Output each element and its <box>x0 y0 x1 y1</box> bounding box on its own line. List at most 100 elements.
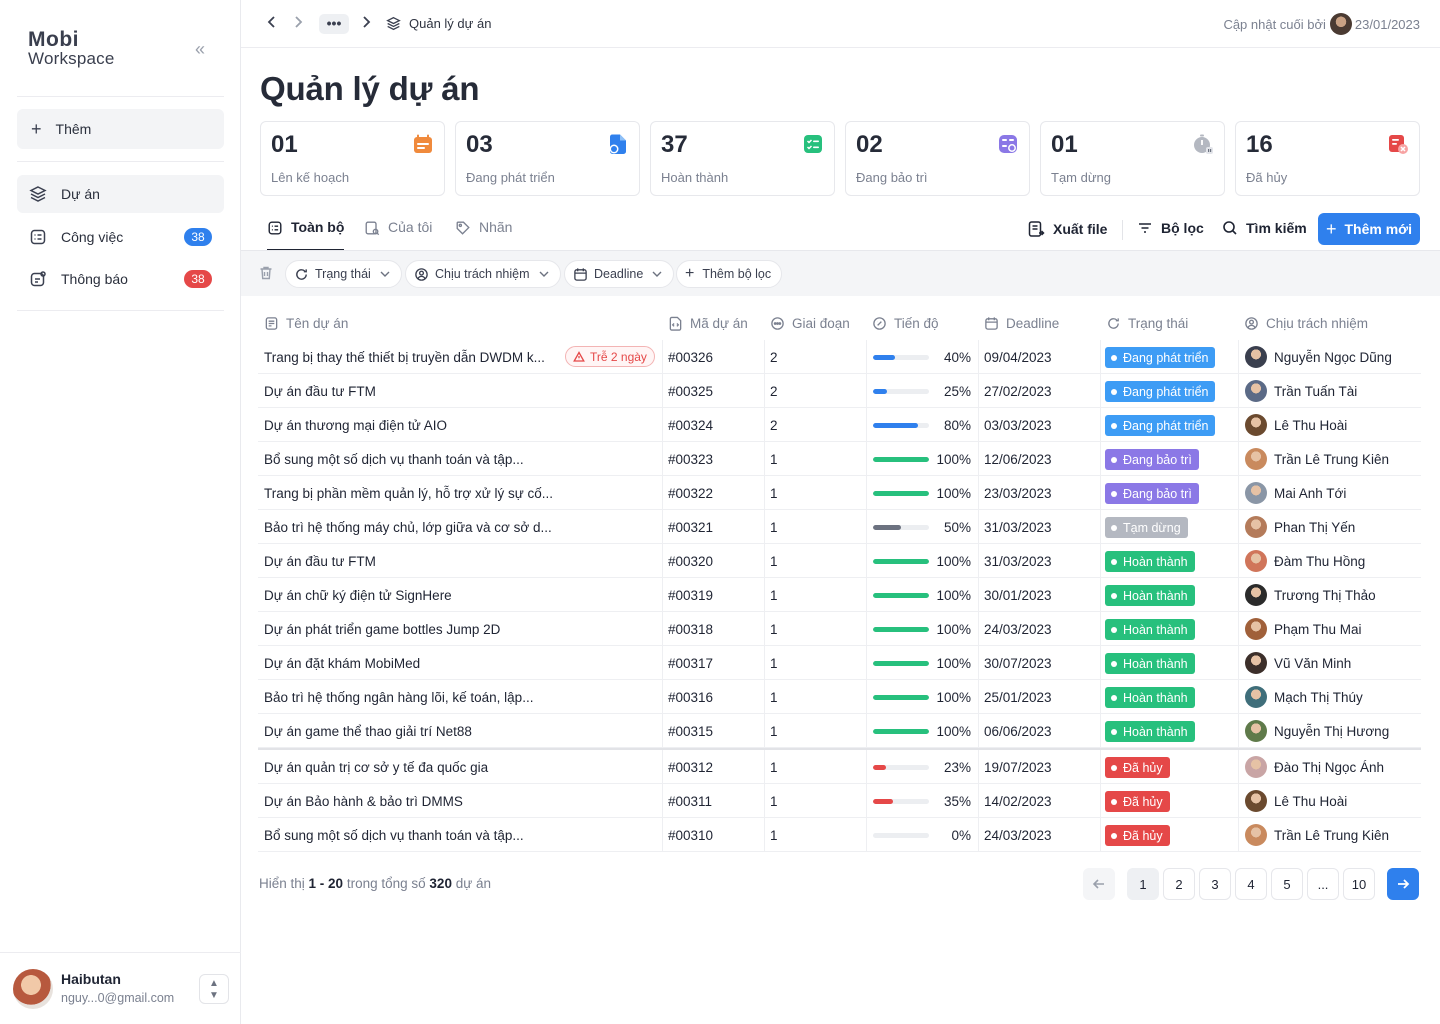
status-badge[interactable]: Đã hủy <box>1105 757 1170 778</box>
collapse-sidebar-icon[interactable]: « <box>194 39 205 59</box>
status-badge[interactable]: Hoàn thành <box>1105 687 1195 708</box>
owner-name[interactable]: Lê Thu Hoài <box>1274 417 1348 433</box>
page-button[interactable]: 4 <box>1235 868 1267 900</box>
table-row[interactable]: Dự án quản trị cơ sở y tế đa quốc gia #00… <box>258 750 1421 784</box>
owner-name[interactable]: Lê Thu Hoài <box>1274 793 1348 809</box>
export-button[interactable]: Xuất file <box>1027 220 1107 238</box>
owner-name[interactable]: Trần Tuấn Tài <box>1274 383 1358 399</box>
status-badge[interactable]: Hoàn thành <box>1105 551 1195 572</box>
page-button[interactable]: 1 <box>1127 868 1159 900</box>
next-page-button[interactable] <box>1387 868 1419 900</box>
table-row[interactable]: Bổ sung một số dịch vụ thanh toán và tập… <box>258 818 1421 852</box>
owner-name[interactable]: Vũ Văn Minh <box>1274 655 1352 671</box>
owner-filter[interactable]: Chịu trách nhiệm <box>405 260 561 288</box>
stat-card-developing[interactable]: 03 Đang phát triển <box>455 121 640 196</box>
column-header-phase[interactable]: Giai đoạn <box>770 316 850 331</box>
table-row[interactable]: Dự án chữ ký điện tử SignHere #00319 1 100%… <box>258 578 1421 612</box>
table-row[interactable]: Dự án Bảo hành & bảo trì DMMS #00311 1 35% 1… <box>258 784 1421 818</box>
project-name[interactable]: Dự án quản trị cơ sở y tế đa quốc gia <box>264 759 489 775</box>
tab-mine[interactable]: Của tôi <box>364 219 432 251</box>
add-filter-button[interactable]: + Thêm bộ lọc <box>676 260 783 288</box>
table-row[interactable]: Dự án phát triển game bottles Jump 2D #00… <box>258 612 1421 646</box>
page-button[interactable]: 2 <box>1163 868 1195 900</box>
tab-all[interactable]: Toàn bộ <box>267 219 345 251</box>
owner-name[interactable]: Nguyễn Thị Hương <box>1274 723 1390 739</box>
user-profile[interactable]: Haibutan nguy...0@gmail.com ▲ ▼ <box>0 952 241 1024</box>
owner-name[interactable]: Mạch Thị Thúy <box>1274 689 1363 705</box>
table-row[interactable]: Bảo trì hệ thống máy chủ, lớp giữa và cơ… <box>258 510 1421 544</box>
stat-card-paused[interactable]: 01 Tạm dừng <box>1040 121 1225 196</box>
status-badge[interactable]: Đã hủy <box>1105 791 1170 812</box>
status-badge[interactable]: Đang phát triển <box>1105 381 1216 402</box>
breadcrumb-more-button[interactable]: ••• <box>319 14 349 34</box>
status-filter[interactable]: Trạng thái <box>285 260 402 288</box>
stat-card-completed[interactable]: 37 Hoàn thành <box>650 121 835 196</box>
status-badge[interactable]: Hoàn thành <box>1105 619 1195 640</box>
project-name[interactable]: Dự án đặt khám MobiMed <box>264 655 421 671</box>
table-row[interactable]: Bảo trì hệ thống ngân hàng lõi, kế toán,… <box>258 680 1421 714</box>
table-row[interactable]: Dự án đặt khám MobiMed #00317 1 100% 30/07/2… <box>258 646 1421 680</box>
account-switch-icon[interactable]: ▲ ▼ <box>199 974 229 1004</box>
back-icon[interactable] <box>262 14 282 34</box>
column-header-name[interactable]: Tên dự án <box>264 316 348 331</box>
forward-icon[interactable] <box>288 14 308 34</box>
table-row[interactable]: Bổ sung một số dịch vụ thanh toán và tập… <box>258 442 1421 476</box>
prev-page-button[interactable] <box>1083 868 1115 900</box>
status-badge[interactable]: Đang bảo trì <box>1105 449 1199 470</box>
breadcrumb[interactable]: Quản lý dự án <box>386 16 491 31</box>
table-row[interactable]: Dự án đầu tư FTM #00320 1 100% 31/03/2023 Hoà… <box>258 544 1421 578</box>
app-logo[interactable]: Mobi Workspace <box>28 29 128 70</box>
project-name[interactable]: Trang bị thay thế thiết bị truyền dẫn DW… <box>264 349 545 365</box>
project-name[interactable]: Dự án đầu tư FTM <box>264 553 376 569</box>
stat-card-planning[interactable]: 01 Lên kế hoạch <box>260 121 445 196</box>
project-name[interactable]: Bổ sung một số dịch vụ thanh toán và tập… <box>264 451 524 467</box>
project-name[interactable]: Bổ sung một số dịch vụ thanh toán và tập… <box>264 827 524 843</box>
stat-card-maintenance[interactable]: 02 Đang bảo trì <box>845 121 1030 196</box>
sidebar-item-tasks[interactable]: Công việc 38 <box>17 218 224 256</box>
table-row[interactable]: Trang bị phần mềm quản lý, hỗ trợ xử lý … <box>258 476 1421 510</box>
project-name[interactable]: Bảo trì hệ thống ngân hàng lõi, kế toán,… <box>264 689 534 705</box>
owner-name[interactable]: Mai Anh Tới <box>1274 485 1347 501</box>
project-name[interactable]: Dự án Bảo hành & bảo trì DMMS <box>264 793 463 809</box>
table-row[interactable]: Trang bị thay thế thiết bị truyền dẫn DW… <box>258 340 1421 374</box>
status-badge[interactable]: Đang bảo trì <box>1105 483 1199 504</box>
deadline-filter[interactable]: Deadline <box>564 260 675 288</box>
owner-name[interactable]: Trương Thị Thảo <box>1274 587 1376 603</box>
status-badge[interactable]: Tạm dừng <box>1105 517 1188 538</box>
add-new-button[interactable]: + Thêm mới <box>1318 213 1420 245</box>
trash-icon[interactable] <box>258 265 274 281</box>
status-badge[interactable]: Hoàn thành <box>1105 585 1195 606</box>
project-name[interactable]: Dự án chữ ký điện tử SignHere <box>264 587 452 603</box>
owner-name[interactable]: Đàm Thu Hồng <box>1274 553 1366 569</box>
project-name[interactable]: Dự án thương mại điện tử AIO <box>264 417 448 433</box>
project-name[interactable]: Dự án đầu tư FTM <box>264 383 376 399</box>
project-name[interactable]: Trang bị phần mềm quản lý, hỗ trợ xử lý … <box>264 485 554 501</box>
owner-name[interactable]: Trần Lê Trung Kiên <box>1274 451 1390 467</box>
filter-button[interactable]: Bộ lọc <box>1137 220 1204 236</box>
project-name[interactable]: Bảo trì hệ thống máy chủ, lớp giữa và cơ… <box>264 519 552 535</box>
status-badge[interactable]: Hoàn thành <box>1105 653 1195 674</box>
owner-name[interactable]: Nguyễn Ngọc Dũng <box>1274 349 1392 365</box>
status-badge[interactable]: Đang phát triển <box>1105 347 1216 368</box>
status-badge[interactable]: Hoàn thành <box>1105 721 1195 742</box>
owner-name[interactable]: Đào Thị Ngọc Ánh <box>1274 759 1385 775</box>
page-button[interactable]: 10 <box>1343 868 1375 900</box>
column-header-deadline[interactable]: Deadline <box>984 316 1059 331</box>
status-badge[interactable]: Đã hủy <box>1105 825 1170 846</box>
sidebar-item-notifications[interactable]: Thông báo 38 <box>17 260 224 298</box>
table-row[interactable]: Dự án game thể thao giải trí Net88 #00315… <box>258 714 1421 748</box>
page-button[interactable]: 5 <box>1271 868 1303 900</box>
status-badge[interactable]: Đang phát triển <box>1105 415 1216 436</box>
page-button[interactable]: 3 <box>1199 868 1231 900</box>
project-name[interactable]: Dự án game thể thao giải trí Net88 <box>264 723 472 739</box>
search-button[interactable]: Tìm kiếm <box>1222 220 1307 236</box>
owner-name[interactable]: Phạm Thu Mai <box>1274 621 1362 637</box>
column-header-code[interactable]: Mã dự án <box>668 316 748 331</box>
sidebar-item-projects[interactable]: Dự án <box>17 175 224 213</box>
column-header-progress[interactable]: Tiến độ <box>872 316 939 331</box>
owner-name[interactable]: Phan Thị Yến <box>1274 519 1356 535</box>
tab-labels[interactable]: Nhãn <box>455 219 512 251</box>
sidebar-add-button[interactable]: + Thêm <box>17 109 224 149</box>
owner-name[interactable]: Trần Lê Trung Kiên <box>1274 827 1390 843</box>
stat-card-cancelled[interactable]: 16 Đã hủy <box>1235 121 1420 196</box>
